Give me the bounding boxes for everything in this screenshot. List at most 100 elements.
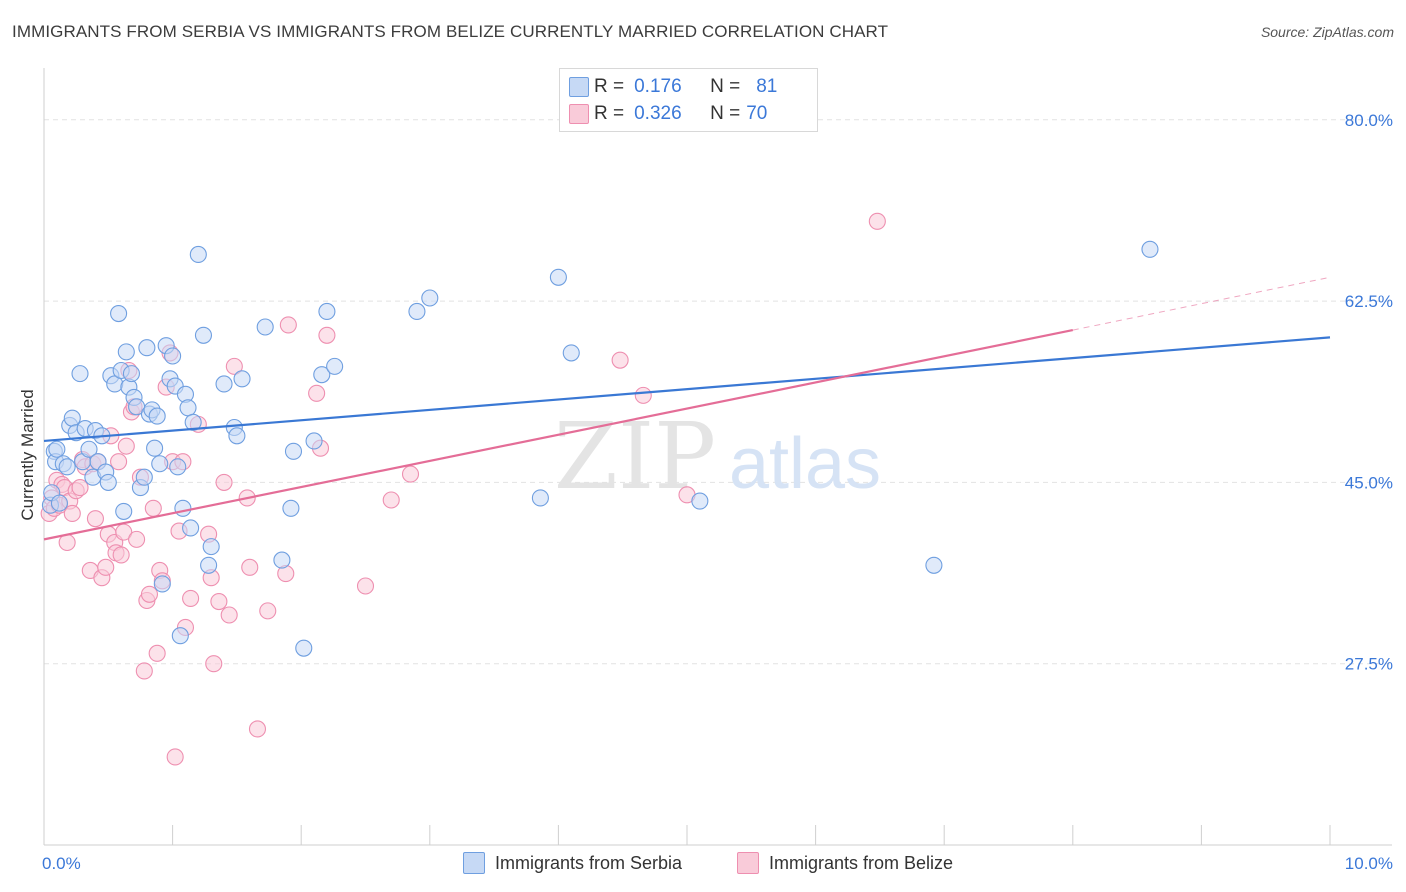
serbia-point: [58, 458, 76, 476]
legend-row-serbia: R = 0.176 N = 81: [569, 74, 778, 100]
legend-serbia-r: 0.176: [634, 76, 682, 97]
serbia-point: [171, 627, 189, 645]
legend-serbia-n: 81: [756, 76, 778, 97]
serbia-point: [48, 440, 66, 458]
bottom-legend-serbia-label: Immigrants from Serbia: [495, 852, 683, 873]
belize-point: [611, 351, 629, 369]
belize-point: [182, 589, 200, 607]
serbia-point: [531, 489, 549, 507]
belize-point: [166, 748, 184, 766]
serbia-point: [179, 399, 197, 417]
serbia-point: [284, 442, 303, 460]
serbia-point: [148, 407, 166, 425]
belize-point: [382, 491, 400, 509]
belize-point: [112, 546, 130, 564]
bottom-legend-belize: Immigrants from Belize: [737, 852, 953, 874]
belize-point: [110, 453, 128, 471]
belize-point: [210, 592, 228, 611]
serbia-point: [115, 502, 133, 520]
grid-lines: [44, 119, 1392, 665]
belize-trend-line: [43, 329, 1074, 541]
legend-r-label: R =: [594, 76, 625, 97]
serbia-point: [408, 302, 426, 321]
belize-point: [308, 384, 326, 402]
watermark-atlas: atlas: [729, 424, 881, 504]
serbia-point: [295, 639, 313, 657]
chart-title: IMMIGRANTS FROM SERBIA VS IMMIGRANTS FRO…: [12, 22, 889, 41]
axes: [43, 68, 1392, 846]
belize-point: [144, 499, 162, 517]
serbia-point: [117, 343, 135, 361]
x-tick-label: 0.0%: [42, 854, 81, 873]
serbia-point: [110, 304, 128, 323]
belize-point: [117, 437, 135, 455]
y-axis-label: Currently Married: [18, 389, 37, 521]
tick-labels: 27.5% 45.0% 62.5% 80.0% 0.0% 10.0%: [42, 111, 1393, 873]
serbia-point: [182, 519, 200, 537]
serbia-point: [562, 344, 580, 362]
y-tick-label: 27.5%: [1345, 655, 1393, 674]
trend-lines: [43, 276, 1331, 541]
serbia-point: [153, 575, 171, 593]
serbia-point: [99, 473, 117, 491]
legend-r-label: R =: [594, 103, 625, 124]
x-tick-label: 10.0%: [1345, 854, 1393, 873]
serbia-point: [184, 413, 202, 431]
serbia-point: [313, 366, 331, 384]
belize-point: [205, 655, 223, 673]
serbia-point: [1141, 240, 1159, 258]
belize-point: [135, 662, 153, 680]
y-tick-label: 62.5%: [1345, 292, 1393, 311]
serbia-points: [41, 240, 1159, 657]
serbia-trend-line: [43, 336, 1331, 443]
serbia-point: [169, 458, 187, 476]
legend-row-belize: R = 0.326 N = 70: [569, 101, 768, 127]
belize-point: [634, 386, 652, 404]
serbia-point: [122, 365, 140, 383]
serbia-point: [215, 375, 233, 393]
bottom-legend-belize-label: Immigrants from Belize: [769, 852, 954, 873]
belize-point: [140, 585, 159, 603]
serbia-point: [71, 365, 89, 383]
serbia-point: [691, 492, 709, 510]
belize-point: [868, 212, 886, 230]
serbia-point: [164, 347, 182, 365]
bottom-legend-serbia: Immigrants from Serbia: [463, 852, 682, 874]
serbia-point: [63, 409, 81, 427]
correlation-legend: R = 0.176 N = 81 R = 0.326 N = 70: [559, 68, 818, 132]
serbia-point: [202, 538, 220, 556]
legend-belize-r: 0.326: [634, 103, 682, 124]
serbia-point: [80, 440, 98, 458]
belize-swatch-icon: [569, 104, 589, 124]
belize-point: [220, 606, 238, 624]
belize-point: [248, 720, 267, 738]
belize-point: [279, 316, 297, 334]
belize-point: [215, 473, 233, 491]
serbia-point: [228, 427, 246, 445]
legend-n-label: N =: [710, 103, 741, 124]
serbia-point: [135, 468, 153, 486]
legend-belize-n: 70: [746, 103, 768, 124]
y-tick-label: 80.0%: [1345, 111, 1393, 130]
belize-point: [63, 504, 81, 523]
serbia-point: [549, 268, 567, 286]
serbia-point: [194, 326, 213, 344]
serbia-point: [282, 499, 300, 517]
serbia-point: [421, 289, 439, 307]
belize-point: [356, 577, 375, 595]
serbia-point: [925, 556, 943, 574]
belize-point: [318, 326, 336, 344]
belize-legend-icon: [737, 852, 759, 874]
y-tick-label: 45.0%: [1345, 473, 1393, 492]
serbia-point: [200, 556, 218, 574]
serbia-point: [326, 357, 344, 375]
source-label: Source: ZipAtlas.com: [1260, 24, 1394, 40]
belize-point: [86, 510, 104, 528]
legend-n-label: N =: [710, 76, 741, 97]
serbia-point: [273, 551, 291, 569]
serbia-swatch-icon: [569, 77, 589, 97]
belize-point: [401, 465, 420, 483]
serbia-point: [50, 494, 68, 512]
serbia-point: [233, 370, 251, 388]
